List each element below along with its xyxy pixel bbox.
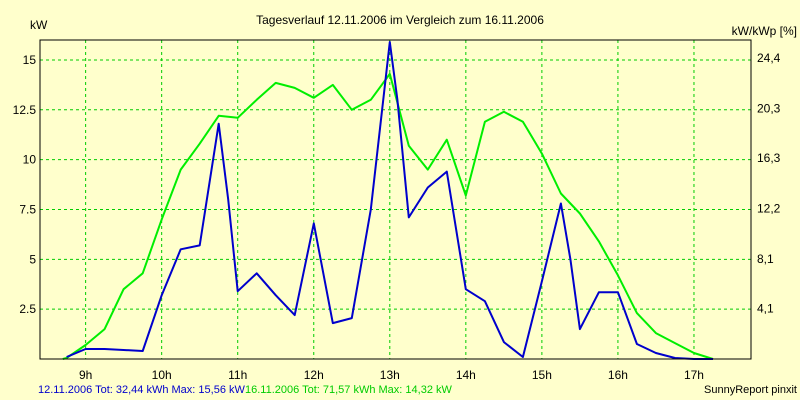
y-tick-label-left: 2.5 xyxy=(19,302,36,316)
y-tick-label-right: 24,4 xyxy=(757,51,781,65)
x-tick-label: 12h xyxy=(304,368,324,382)
y-axis-right-ticks: 4,1 8,1 12,2 16,3 20,3 24,4 xyxy=(757,51,781,316)
y-tick-label-right: 4,1 xyxy=(757,301,774,315)
legend-series-1: 12.11.2006 Tot: 32,44 kWh Max: 15,56 kW xyxy=(38,384,245,396)
y-tick-label-right: 12,2 xyxy=(757,201,781,215)
y-tick-label-right: 8,1 xyxy=(757,252,774,266)
series-lines xyxy=(62,41,714,360)
y-tick-label-right: 16,3 xyxy=(757,151,781,165)
x-tick-label: 14h xyxy=(456,368,476,382)
y-tick-label-right: 20,3 xyxy=(757,101,781,115)
y-axis-left-label: kW xyxy=(30,18,48,32)
chart-title: Tagesverlauf 12.11.2006 im Vergleich zum… xyxy=(256,13,544,27)
y-axis-right-label: kW/kWp [%] xyxy=(732,24,797,38)
x-tick-label: 15h xyxy=(532,368,552,382)
x-tick-label: 9h xyxy=(79,368,92,382)
y-tick-label-left: 7.5 xyxy=(19,202,36,216)
x-axis-ticks: 9h 10h 11h 12h 13h 14h 15h 16h 17h xyxy=(79,368,704,382)
grid xyxy=(40,40,751,359)
plot-border xyxy=(39,39,752,360)
y-tick-label-left: 12.5 xyxy=(13,103,37,117)
x-tick-label: 16h xyxy=(608,368,628,382)
y-tick-label-left: 15 xyxy=(23,53,37,67)
y-tick-label-left: 10 xyxy=(23,153,37,167)
x-tick-label: 10h xyxy=(152,368,172,382)
y-tick-label-left: 5 xyxy=(29,252,36,266)
x-tick-label: 11h xyxy=(228,368,247,382)
y-axis-left-ticks: 2.5 5 7.5 10 12.5 15 xyxy=(13,53,37,316)
series-line-12-11-2006 xyxy=(66,41,713,360)
x-tick-label: 17h xyxy=(684,368,704,382)
credit-text: SunnyReport pinxit xyxy=(704,384,797,396)
x-tick-label: 13h xyxy=(380,368,400,382)
legend-series-2: 16.11.2006 Tot: 71,57 kWh Max: 14,32 kW xyxy=(245,384,452,396)
series-line-16-11-2006 xyxy=(62,72,714,360)
